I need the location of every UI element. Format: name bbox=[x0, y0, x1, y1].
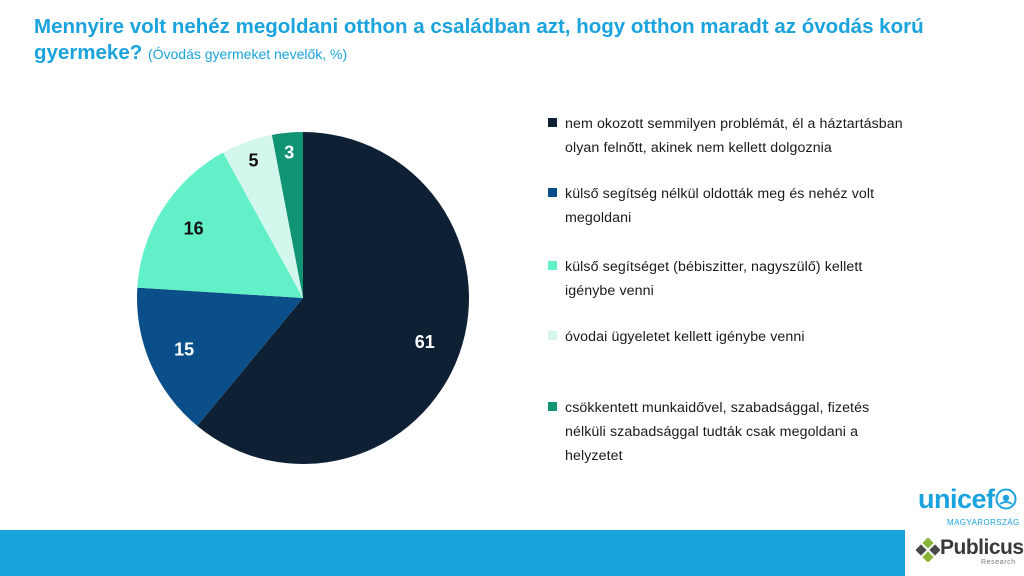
pie-slice bbox=[137, 152, 303, 298]
pie-slice-value-label: 61 bbox=[415, 332, 435, 352]
legend-label: külső segítség nélkül oldották meg és ne… bbox=[565, 186, 875, 226]
legend-swatch bbox=[548, 188, 557, 197]
legend-label: óvodai ügyeletet kellett igénybe venni bbox=[565, 329, 805, 345]
legend-item: nem okozott semmilyen problémát, él a há… bbox=[548, 112, 908, 160]
publicus-mark-icon bbox=[916, 538, 940, 562]
legend-label: csökkentett munkaidővel, szabadsággal, f… bbox=[565, 400, 870, 464]
legend-swatch bbox=[548, 118, 557, 127]
legend-item: külső segítséget (bébiszitter, nagyszülő… bbox=[548, 255, 908, 303]
legend-label: nem okozott semmilyen problémát, él a há… bbox=[565, 116, 903, 156]
legend-swatch bbox=[548, 261, 557, 270]
chart-title: Mennyire volt nehéz megoldani otthon a c… bbox=[34, 14, 934, 67]
unicef-logo: unicef bbox=[918, 484, 995, 514]
pie-slice-value-label: 16 bbox=[184, 219, 204, 239]
pie-slice bbox=[136, 287, 303, 426]
footer-bar bbox=[0, 530, 1024, 576]
pie-slice-value-label: 15 bbox=[174, 339, 194, 359]
legend-item: óvodai ügyeletet kellett igénybe venni bbox=[548, 325, 908, 349]
pie-slice bbox=[223, 134, 303, 298]
unicef-globe-icon bbox=[995, 488, 1017, 510]
pie-slice-value-label: 5 bbox=[249, 151, 259, 171]
legend-swatch bbox=[548, 331, 557, 340]
legend-swatch bbox=[548, 402, 557, 411]
pie-slice-value-label: 3 bbox=[284, 143, 294, 163]
legend-item: csökkentett munkaidővel, szabadsággal, f… bbox=[548, 396, 908, 468]
pie-slice bbox=[197, 132, 469, 464]
legend-label: külső segítséget (bébiszitter, nagyszülő… bbox=[565, 259, 863, 299]
unicef-country: MAGYARORSZÁG bbox=[947, 518, 1020, 527]
publicus-logo: Publicus bbox=[940, 536, 1024, 559]
chart-subtitle: (Óvodás gyermeket nevelők, %) bbox=[147, 46, 348, 62]
pie-slice bbox=[271, 132, 303, 298]
chart-title-main: Mennyire volt nehéz megoldani otthon a c… bbox=[34, 15, 924, 64]
publicus-research: Research bbox=[981, 559, 1016, 566]
logo-area: unicef MAGYARORSZÁG Publicus Research bbox=[905, 484, 1024, 576]
legend-item: külső segítség nélkül oldották meg és ne… bbox=[548, 182, 908, 230]
